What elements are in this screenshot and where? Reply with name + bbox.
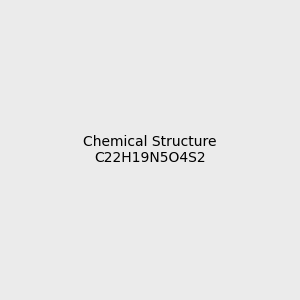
- Text: Chemical Structure
C22H19N5O4S2: Chemical Structure C22H19N5O4S2: [83, 135, 217, 165]
